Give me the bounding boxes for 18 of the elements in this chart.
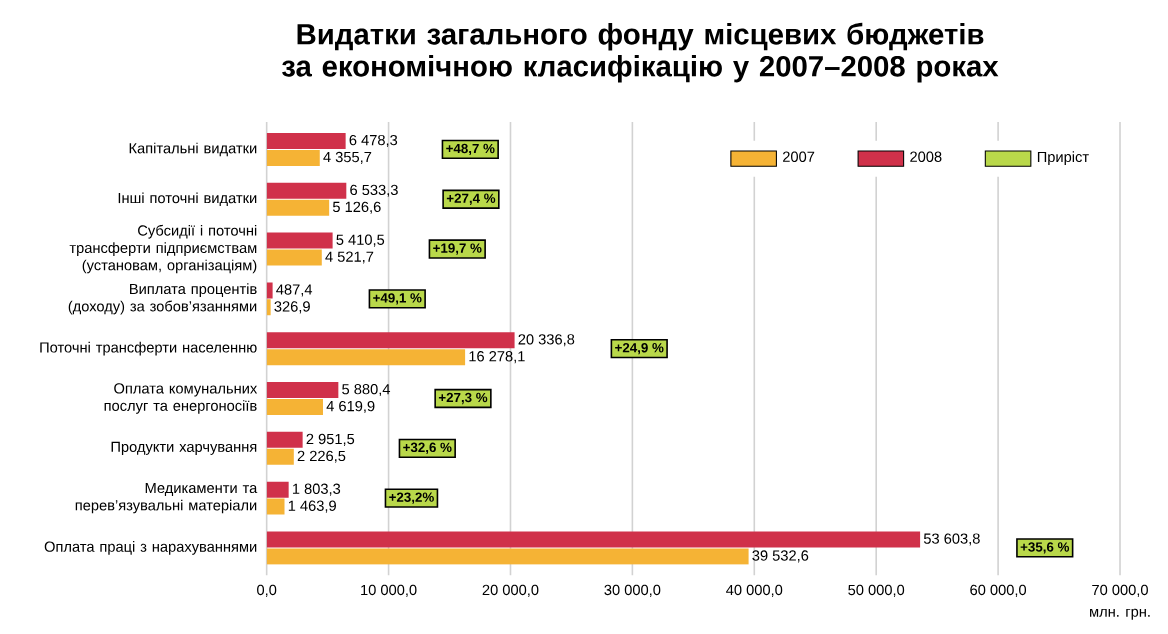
bar bbox=[266, 498, 285, 515]
bar bbox=[266, 332, 515, 349]
bar bbox=[266, 481, 289, 498]
bar bbox=[266, 232, 333, 249]
bar bbox=[266, 548, 749, 565]
bar bbox=[266, 132, 346, 149]
bar bbox=[266, 531, 921, 548]
bar bbox=[266, 282, 273, 299]
bar bbox=[266, 182, 347, 199]
bar bbox=[266, 149, 320, 166]
bar bbox=[266, 349, 466, 366]
bar bbox=[266, 448, 294, 465]
bar bbox=[266, 249, 322, 266]
bar bbox=[266, 398, 323, 415]
bar bbox=[266, 199, 330, 216]
bar bbox=[266, 431, 303, 448]
chart-title: Видатки загального фонду місцевих бюджетів за економічною класифікацію у 2007–2008 роках bbox=[282, 22, 999, 83]
bar bbox=[266, 382, 339, 399]
